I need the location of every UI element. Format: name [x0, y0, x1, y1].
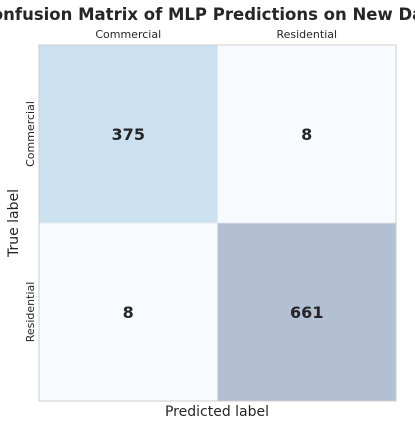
x-tick-labels: Commercial Residential: [95, 28, 337, 41]
y-axis-label: True label: [6, 189, 22, 258]
x-tick-label: Residential: [276, 28, 337, 41]
y-tick-label: Residential: [24, 282, 37, 343]
heatmap-cells: [38, 44, 397, 402]
y-tick-labels: Commercial Residential: [24, 101, 37, 342]
heatmap-cell-0-0: [38, 44, 218, 224]
cell-value-label: 661: [290, 303, 323, 322]
chart-title: Confusion Matrix of MLP Predictions on N…: [0, 5, 415, 24]
heatmap-cell-1-1: [217, 222, 397, 402]
cell-value-label: 8: [301, 125, 312, 144]
heatmap-cell-labels: 375 8 8 661: [112, 125, 324, 322]
x-axis-label: Predicted label: [165, 404, 269, 420]
cell-value-label: 8: [123, 303, 134, 322]
heatmap-cell-0-1: [217, 44, 397, 224]
cell-value-label: 375: [112, 125, 145, 144]
heatmap-cell-1-0: [38, 222, 218, 402]
plot-frame: [38, 44, 397, 402]
x-tick-label: Commercial: [95, 28, 161, 41]
y-tick-label: Commercial: [24, 101, 37, 167]
